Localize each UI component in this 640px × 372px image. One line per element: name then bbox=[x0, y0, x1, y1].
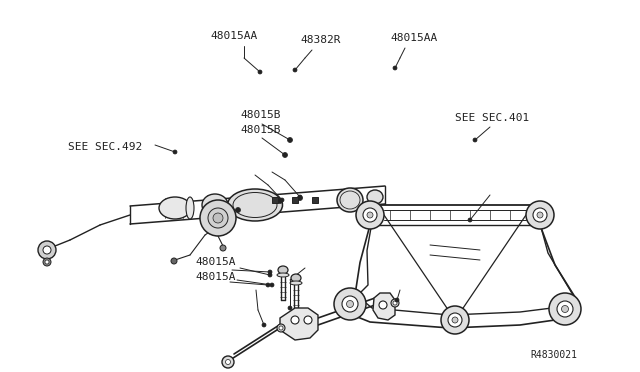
Circle shape bbox=[346, 301, 353, 308]
Polygon shape bbox=[280, 308, 318, 340]
Circle shape bbox=[452, 317, 458, 323]
Ellipse shape bbox=[277, 273, 289, 277]
Text: SEE SEC.401: SEE SEC.401 bbox=[455, 113, 529, 123]
Text: 48015A: 48015A bbox=[195, 257, 236, 267]
Ellipse shape bbox=[337, 188, 363, 212]
Ellipse shape bbox=[186, 197, 194, 219]
Circle shape bbox=[391, 299, 399, 307]
Circle shape bbox=[304, 316, 312, 324]
Text: SEE SEC.492: SEE SEC.492 bbox=[68, 142, 142, 152]
Circle shape bbox=[282, 153, 287, 157]
Text: 48015B: 48015B bbox=[240, 125, 280, 135]
Circle shape bbox=[262, 323, 266, 327]
Ellipse shape bbox=[159, 197, 191, 219]
Circle shape bbox=[268, 273, 272, 277]
Circle shape bbox=[288, 306, 292, 310]
Text: 48015A: 48015A bbox=[195, 272, 236, 282]
Ellipse shape bbox=[202, 194, 228, 216]
Circle shape bbox=[270, 283, 274, 287]
Circle shape bbox=[561, 305, 568, 312]
Circle shape bbox=[298, 196, 303, 201]
Circle shape bbox=[200, 200, 236, 236]
Circle shape bbox=[220, 245, 226, 251]
Circle shape bbox=[43, 258, 51, 266]
Circle shape bbox=[173, 150, 177, 154]
Circle shape bbox=[367, 212, 373, 218]
Circle shape bbox=[334, 288, 366, 320]
Circle shape bbox=[266, 283, 270, 287]
Text: R4830021: R4830021 bbox=[530, 350, 577, 360]
Ellipse shape bbox=[367, 190, 383, 204]
Circle shape bbox=[549, 293, 581, 325]
Text: 48382R: 48382R bbox=[300, 35, 340, 45]
Circle shape bbox=[533, 208, 547, 222]
Circle shape bbox=[208, 208, 228, 228]
Polygon shape bbox=[373, 293, 395, 320]
Ellipse shape bbox=[340, 191, 360, 209]
Circle shape bbox=[258, 70, 262, 74]
Text: 48015AA: 48015AA bbox=[210, 31, 257, 41]
Circle shape bbox=[473, 138, 477, 142]
Circle shape bbox=[393, 66, 397, 70]
Circle shape bbox=[43, 246, 51, 254]
Circle shape bbox=[448, 313, 462, 327]
Circle shape bbox=[236, 208, 241, 212]
Circle shape bbox=[298, 195, 302, 199]
Ellipse shape bbox=[291, 274, 301, 282]
Circle shape bbox=[278, 199, 282, 203]
Ellipse shape bbox=[278, 266, 288, 274]
Circle shape bbox=[395, 298, 399, 302]
Circle shape bbox=[279, 326, 283, 330]
Circle shape bbox=[213, 213, 223, 223]
Circle shape bbox=[441, 306, 469, 334]
Circle shape bbox=[268, 270, 272, 274]
Circle shape bbox=[287, 138, 292, 142]
Circle shape bbox=[171, 258, 177, 264]
Circle shape bbox=[557, 301, 573, 317]
Ellipse shape bbox=[290, 281, 302, 285]
FancyBboxPatch shape bbox=[312, 197, 318, 203]
Circle shape bbox=[291, 316, 299, 324]
Circle shape bbox=[537, 212, 543, 218]
Circle shape bbox=[277, 324, 285, 332]
Circle shape bbox=[45, 260, 49, 264]
Circle shape bbox=[526, 201, 554, 229]
Circle shape bbox=[379, 301, 387, 309]
Circle shape bbox=[468, 218, 472, 222]
FancyBboxPatch shape bbox=[272, 197, 278, 203]
Circle shape bbox=[393, 301, 397, 305]
Circle shape bbox=[222, 356, 234, 368]
Circle shape bbox=[363, 208, 377, 222]
Ellipse shape bbox=[227, 189, 282, 221]
Circle shape bbox=[280, 198, 284, 202]
Circle shape bbox=[38, 241, 56, 259]
Text: 48015B: 48015B bbox=[240, 110, 280, 120]
Ellipse shape bbox=[233, 192, 277, 218]
Circle shape bbox=[356, 201, 384, 229]
Circle shape bbox=[342, 296, 358, 312]
Circle shape bbox=[293, 68, 297, 72]
Circle shape bbox=[225, 359, 230, 365]
Text: 48015AA: 48015AA bbox=[390, 33, 437, 43]
FancyBboxPatch shape bbox=[292, 197, 298, 203]
